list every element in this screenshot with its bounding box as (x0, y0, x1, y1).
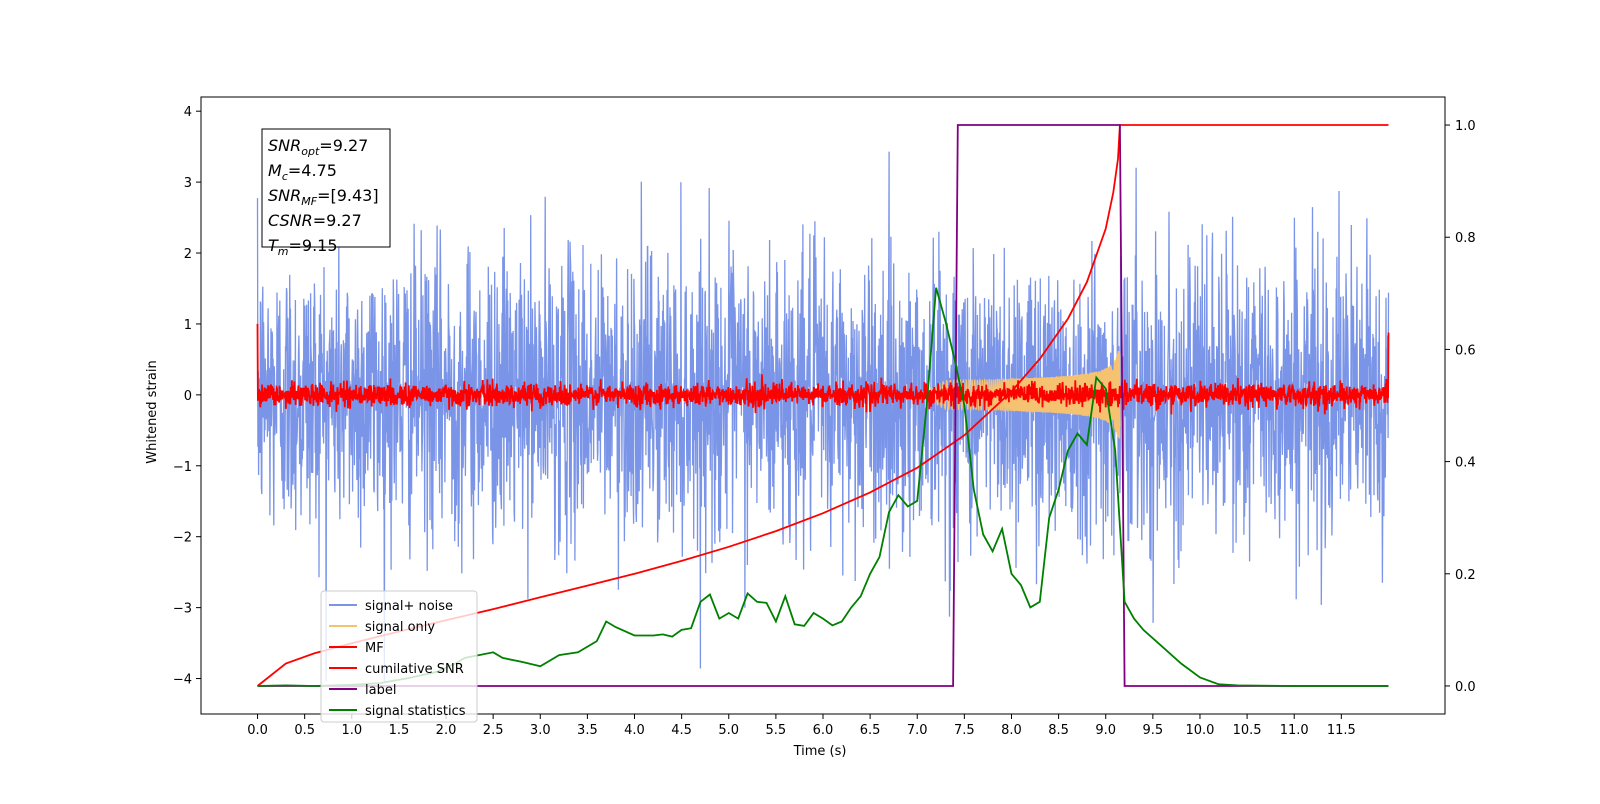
x-tick-label: 11.5 (1327, 723, 1356, 738)
x-tick-label: 9.0 (1095, 723, 1116, 738)
y2-tick-label: 0.4 (1455, 456, 1476, 471)
x-tick-label: 0.0 (247, 723, 268, 738)
x-tick-label: 9.5 (1143, 723, 1164, 738)
y-tick-label: −2 (173, 531, 192, 546)
y2-tick-label: 1.0 (1455, 119, 1476, 134)
stats-annotation: SNRopt=9.27 Mc=4.75 SNRMF=[9.43] CSNR=9.27 T… (261, 128, 391, 258)
series-label (257, 124, 1389, 687)
legend-label: signal statistics (365, 704, 466, 719)
x-tick-label: 8.5 (1048, 723, 1069, 738)
x-tick-label: 2.0 (436, 723, 457, 738)
x-tick-label: 5.0 (718, 723, 739, 738)
y-axis-label: Whitened strain (145, 360, 160, 463)
x-tick-label: 2.5 (483, 723, 504, 738)
y-tick-label: 3 (184, 176, 192, 191)
annotation-line: SNRopt=9.27 (268, 136, 368, 158)
annotation-line: CSNR=9.27 (268, 211, 362, 230)
x-tick-label: 8.0 (1001, 723, 1022, 738)
x-tick-label: 4.5 (671, 723, 692, 738)
y-tick-label: −4 (173, 673, 192, 688)
annotation-box (261, 128, 391, 248)
x-tick-label: 1.5 (389, 723, 410, 738)
series-mf (256, 323, 1390, 415)
x-axis-label: Time (s) (793, 744, 847, 759)
y-tick-label: 2 (184, 247, 192, 262)
legend-label: signal only (365, 620, 435, 635)
x-tick-label: 0.5 (294, 723, 315, 738)
annotation-line: SNRMF=[9.43] (268, 186, 379, 208)
x-tick-label: 4.0 (624, 723, 645, 738)
y2-tick-label: 0.6 (1455, 343, 1476, 358)
legend: signal+ noise signal only MF cumilative SNR… (320, 590, 478, 723)
y-tick-label: −1 (173, 460, 192, 475)
x-tick-label: 7.5 (954, 723, 975, 738)
y-tick-label: 0 (184, 389, 192, 404)
x-tick-label: 10.5 (1233, 723, 1262, 738)
x-tick-label: 3.0 (530, 723, 551, 738)
x-tick-label: 3.5 (577, 723, 598, 738)
x-tick-label: 11.0 (1280, 723, 1309, 738)
x-tick-label: 6.5 (860, 723, 881, 738)
x-tick-label: 6.0 (813, 723, 834, 738)
annotation-line: Tm=9.15 (268, 236, 338, 258)
legend-box (320, 590, 478, 723)
x-tick-label: 7.0 (907, 723, 928, 738)
y2-tick-label: 0.8 (1455, 231, 1476, 246)
legend-label: signal+ noise (365, 599, 453, 614)
series-signal-noise (256, 151, 1390, 683)
legend-label: cumilative SNR (365, 662, 464, 677)
x-tick-label: 5.5 (766, 723, 787, 738)
y-tick-label: 1 (184, 318, 192, 333)
x-tick-label: 1.0 (341, 723, 362, 738)
annotation-line: Mc=4.75 (268, 161, 337, 183)
axes: 0.0 0.5 1.0 1.5 2.0 2.5 3.0 3.5 4.0 4.5 5.0 5.5 6.0 6… (173, 96, 1476, 738)
y2-tick-label: 0.2 (1455, 568, 1476, 583)
series-signal-statistics (257, 287, 1389, 687)
y2-tick-label: 0.0 (1455, 680, 1476, 695)
y-tick-label: −3 (173, 602, 192, 617)
legend-label: MF (365, 641, 384, 656)
legend-label: label (365, 683, 396, 698)
y-tick-label: 4 (184, 105, 192, 120)
x-tick-label: 10.0 (1185, 723, 1214, 738)
